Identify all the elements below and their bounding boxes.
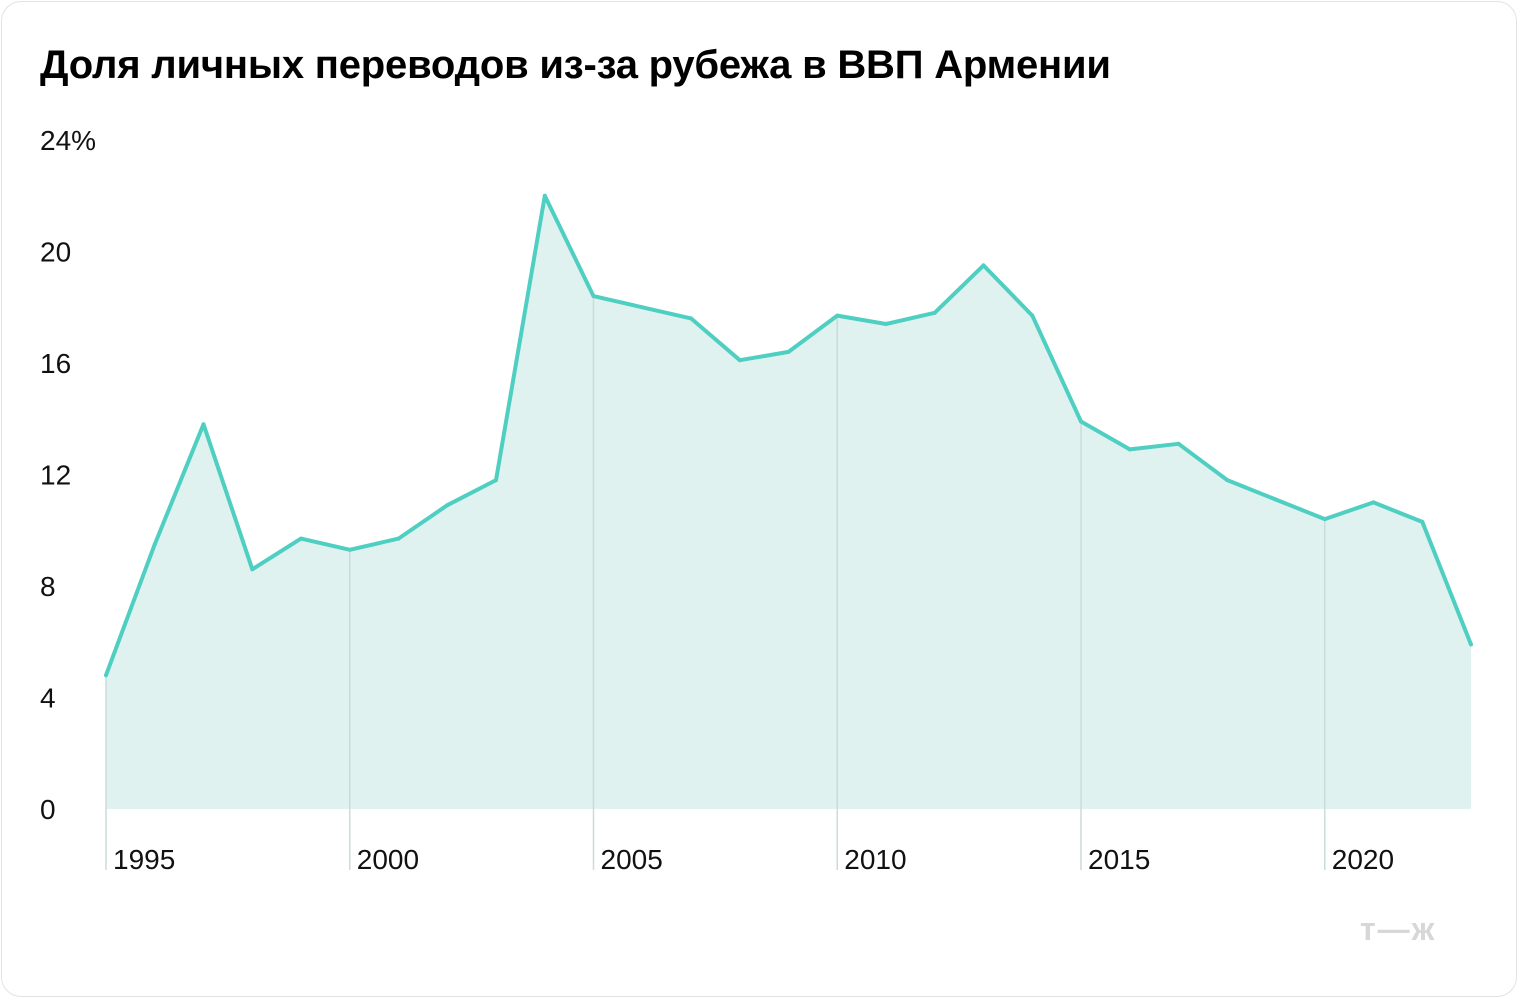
y-tick-label: 0 (40, 794, 56, 825)
y-tick-label: 20 (40, 237, 71, 268)
y-tick-label: 16 (40, 348, 71, 379)
line-layer (104, 193, 1473, 678)
data-point-2017 (1176, 441, 1181, 446)
data-point-1995 (104, 673, 108, 678)
area-layer (106, 195, 1471, 810)
y-tick-label: 4 (40, 683, 56, 714)
data-point-2010 (835, 313, 840, 318)
brand-logo: т—ж (1360, 911, 1436, 947)
data-point-2018 (1225, 478, 1230, 483)
x-tick-label: 1995 (113, 844, 175, 875)
x-axis-ticks: 1995 2000 2005 2010 2015 2020 (113, 844, 1394, 875)
data-point-2011 (884, 322, 888, 326)
chart-title: Доля личных переводов из-за рубежа в ВВП… (40, 43, 1111, 87)
data-point-2023 (1469, 642, 1473, 647)
data-point-2000 (347, 547, 352, 552)
data-point-2021 (1371, 500, 1376, 505)
x-tick-label: 2010 (844, 844, 906, 875)
data-point-2012 (932, 310, 937, 315)
data-point-2016 (1127, 447, 1132, 452)
data-point-2022 (1420, 519, 1425, 524)
data-point-1999 (299, 536, 303, 541)
data-point-2002 (445, 503, 450, 508)
data-point-2013 (981, 263, 986, 268)
data-point-2019 (1274, 497, 1278, 502)
x-tick-label: 2000 (357, 844, 419, 875)
data-point-2009 (786, 349, 791, 354)
data-point-2005 (591, 294, 596, 299)
data-point-2003 (494, 478, 498, 483)
y-axis-ticks: 0 4 8 12 16 20 24% (40, 125, 96, 825)
data-point-2001 (396, 536, 401, 541)
data-point-2014 (1030, 313, 1035, 318)
y-tick-label: 8 (40, 571, 56, 602)
y-tick-label: 12 (40, 460, 71, 491)
data-point-1996 (152, 542, 157, 547)
x-tick-label: 2020 (1332, 844, 1394, 875)
data-point-1997 (201, 422, 206, 427)
data-point-2020 (1322, 517, 1327, 522)
data-point-2004 (542, 193, 547, 198)
area-fill (106, 195, 1471, 810)
data-point-2006 (640, 305, 645, 310)
data-point-2015 (1079, 419, 1083, 424)
x-tick-label: 2005 (601, 844, 663, 875)
data-point-1998 (250, 567, 255, 572)
gridlines (105, 296, 1326, 870)
x-tick-label: 2015 (1088, 844, 1150, 875)
y-tick-label: 24% (40, 125, 96, 156)
data-point-2008 (737, 358, 742, 363)
data-point-2007 (689, 316, 693, 321)
